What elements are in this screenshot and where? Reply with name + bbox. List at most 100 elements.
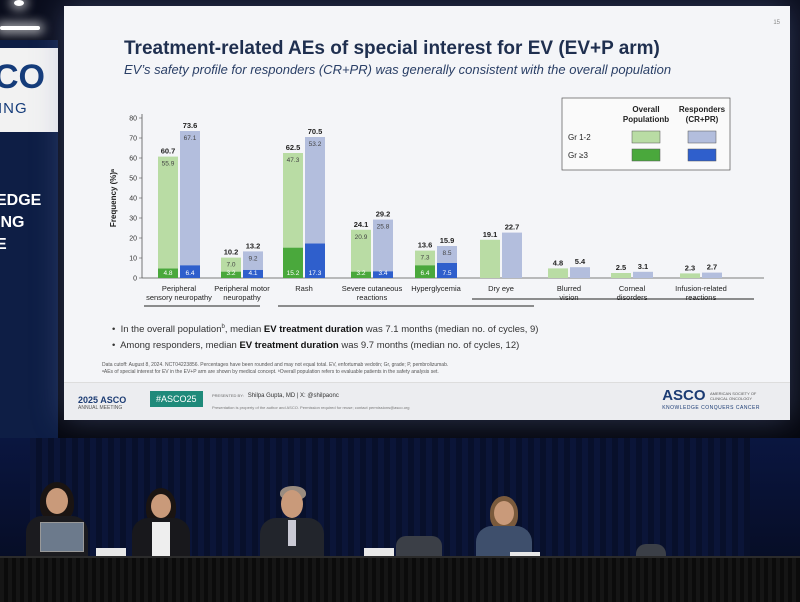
responders-gr3-bar	[437, 263, 457, 278]
responders-gr12-label: 25.8	[377, 224, 390, 231]
overall-gr12-bar	[283, 153, 303, 248]
category-label: Blurred	[557, 284, 581, 293]
property-note: Presentation is property of the author a…	[212, 405, 410, 410]
panelist-2	[126, 488, 196, 558]
category-label: reactions	[357, 293, 388, 302]
responders-gr12-bar	[437, 246, 457, 263]
legend-row-gr3: Gr ≥3	[568, 151, 589, 160]
footnote-1: Data cutoff: August 8, 2024. NCT04223856…	[102, 362, 449, 368]
responders-gr12-bar	[243, 251, 263, 270]
responders-gr3-label: 4.1	[248, 270, 257, 277]
responders-gr3-bar	[243, 269, 263, 278]
banner-line: EDGE	[0, 192, 42, 209]
category-label: Corneal	[619, 284, 646, 293]
responders-gr3-label: 6.4	[185, 270, 194, 277]
y-tick-label: 0	[133, 276, 137, 283]
responders-gr12-bar	[570, 267, 590, 278]
overall-gr12-bar	[221, 257, 241, 272]
responders-total-label: 70.5	[308, 127, 323, 136]
responders-gr12-bar	[702, 272, 722, 278]
hashtag-badge: #ASCO25	[150, 391, 203, 407]
legend-col-overall: Overall	[632, 105, 659, 114]
overall-gr12-label: 7.3	[420, 255, 429, 262]
category-label: Peripheral motor	[214, 284, 270, 293]
slide-title: Treatment-related AEs of special interes…	[124, 38, 660, 59]
responders-gr12-bar	[180, 131, 200, 266]
ae-bar-chart: 0 10 20 30 40 50 60 70 80 Frequency (%)ᵃ 60.7 55.9 4…	[109, 97, 764, 307]
overall-total-label: 62.5	[286, 143, 301, 152]
legend-col-responders: Responders	[679, 105, 726, 114]
overall-gr12-bar	[415, 250, 435, 266]
category-label: reactions	[686, 293, 717, 302]
overall-gr12-bar	[680, 273, 700, 278]
page-number: 15	[773, 20, 780, 26]
chair	[636, 544, 666, 558]
overall-gr12-bar	[548, 268, 568, 278]
responders-total-label: 13.2	[246, 241, 261, 250]
responders-gr3-label: 17.3	[309, 270, 322, 277]
y-tick-label: 10	[129, 256, 137, 263]
responders-total-label: 73.6	[183, 121, 198, 130]
responders-total-label: 29.2	[376, 210, 391, 219]
y-tick-label: 60	[129, 156, 137, 163]
responders-gr3-label: 7.5	[442, 270, 451, 277]
overall-gr12-label: 55.9	[162, 161, 175, 168]
responders-gr12-label: 9.2	[248, 255, 257, 262]
bullet-1: • In the overall populationb, median EV …	[112, 324, 539, 336]
overall-gr3-label: 4.8	[163, 270, 172, 277]
overall-gr3-label: 3.2	[356, 270, 365, 277]
slide-footer: 2025 ASCO ANNUAL MEETING #ASCO25 PRESENTE…	[64, 382, 790, 420]
responders-gr12-label: 53.2	[309, 141, 322, 148]
name-card	[364, 548, 394, 556]
responders-gr12-bar	[502, 232, 522, 278]
legend-swatch-overall-gr12	[631, 130, 661, 144]
category-label: Rash	[295, 284, 313, 293]
meeting-logo: 2025 ASCO ANNUAL MEETING	[78, 395, 127, 411]
category-label: neuropathy	[223, 293, 261, 302]
overall-gr12-bar	[480, 239, 500, 278]
banner-logo-sub: ING	[0, 100, 28, 117]
presenter-line: PRESENTED BY: Shilpa Gupta, MD | X: @shil…	[212, 393, 339, 399]
overall-gr3-bar	[221, 271, 241, 278]
category-label: disorders	[617, 293, 648, 302]
y-tick-label: 80	[129, 116, 137, 123]
overall-gr12-bar	[611, 273, 631, 278]
responders-total-label: 3.1	[638, 262, 648, 271]
footnote-2: ᵃAEs of special interest for EV in the E…	[102, 369, 439, 375]
y-tick-label: 50	[129, 176, 137, 183]
overall-total-label: 60.7	[161, 147, 176, 156]
legend-col-overall-2: Populationb	[623, 115, 669, 124]
overall-total-label: 10.2	[224, 248, 239, 257]
ceiling-light	[0, 26, 40, 30]
category-label: Infusion-related	[675, 284, 727, 293]
category-label: Dry eye	[488, 284, 514, 293]
overall-total-label: 4.8	[553, 258, 563, 267]
responders-gr12-bar	[373, 219, 393, 272]
legend-swatch-overall-gr3	[631, 148, 661, 162]
name-card	[96, 548, 126, 556]
overall-gr12-bar	[158, 156, 178, 269]
y-tick-label: 30	[129, 216, 137, 223]
ceiling-light	[14, 0, 24, 6]
banner-text: EDGE ING E	[0, 190, 41, 256]
overall-total-label: 13.6	[418, 241, 433, 250]
overall-gr3-label: 6.4	[420, 270, 429, 277]
category-label: Severe cutaneous	[342, 284, 403, 293]
legend-row-gr12: Gr 1-2	[568, 133, 591, 142]
banner-logo: CO ING	[0, 48, 58, 132]
responders-total-label: 15.9	[440, 236, 455, 245]
overall-gr3-bar	[351, 271, 371, 278]
responders-total-label: 5.4	[575, 257, 586, 266]
chair	[396, 536, 442, 558]
overall-total-label: 19.1	[483, 230, 498, 239]
responders-gr12-label: 8.5	[442, 250, 451, 257]
overall-gr3-bar	[415, 265, 435, 278]
overall-gr3-bar	[283, 247, 303, 278]
overall-total-label: 24.1	[354, 220, 369, 229]
panel-table	[0, 556, 800, 602]
y-tick-label: 40	[129, 196, 137, 203]
legend-swatch-resp-gr3	[687, 148, 717, 162]
overall-total-label: 2.3	[685, 263, 695, 272]
category-label: Peripheral	[162, 284, 197, 293]
responders-gr12-bar	[305, 137, 325, 244]
